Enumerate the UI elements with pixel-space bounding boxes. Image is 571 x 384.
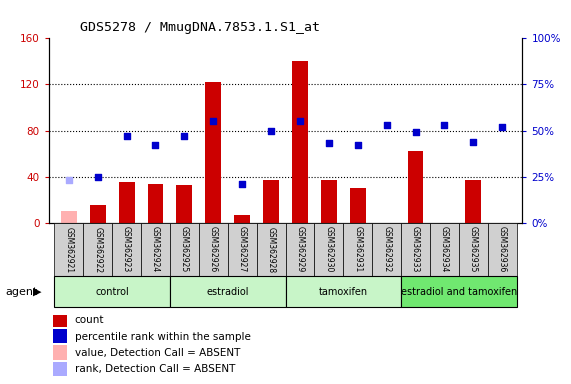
Bar (54, 276, 170, 307)
Bar (408, 151, 424, 223)
Bar (199, 223, 228, 276)
Bar (263, 180, 279, 223)
Text: tamoxifen: tamoxifen (319, 287, 368, 297)
Text: GSM362933: GSM362933 (411, 227, 420, 273)
Bar (83, 223, 112, 276)
Bar (234, 215, 250, 223)
Bar (53, 362, 67, 376)
Text: rank, Detection Call = ABSENT: rank, Detection Call = ABSENT (75, 364, 235, 374)
Point (440, 122, 449, 128)
Bar (147, 184, 163, 223)
Bar (372, 223, 401, 276)
Text: ▶: ▶ (33, 287, 42, 297)
Point (151, 142, 160, 148)
Point (122, 133, 131, 139)
Text: GSM362922: GSM362922 (93, 227, 102, 273)
Point (324, 141, 333, 147)
Text: GSM362930: GSM362930 (324, 227, 333, 273)
Text: GSM362923: GSM362923 (122, 227, 131, 273)
Bar (459, 223, 488, 276)
Bar (256, 223, 286, 276)
Point (382, 122, 391, 128)
Bar (321, 180, 337, 223)
Bar (292, 61, 308, 223)
Text: GSM362932: GSM362932 (382, 227, 391, 273)
Point (267, 127, 276, 134)
Text: GSM362928: GSM362928 (267, 227, 276, 273)
Bar (206, 82, 221, 223)
Text: agent: agent (6, 287, 38, 297)
Bar (112, 223, 141, 276)
Bar (61, 211, 77, 223)
Text: estradiol and tamoxifen: estradiol and tamoxifen (401, 287, 517, 297)
Bar (401, 223, 430, 276)
Bar (350, 188, 365, 223)
Point (208, 118, 218, 124)
Bar (401, 276, 517, 307)
Text: percentile rank within the sample: percentile rank within the sample (75, 332, 251, 342)
Bar (286, 223, 315, 276)
Bar (90, 205, 106, 223)
Point (469, 139, 478, 145)
Text: GSM362936: GSM362936 (498, 227, 506, 273)
Bar (465, 180, 481, 223)
Point (353, 142, 363, 148)
Text: GSM362929: GSM362929 (295, 227, 304, 273)
Point (93, 174, 102, 180)
Bar (53, 313, 67, 327)
Text: estradiol: estradiol (207, 287, 249, 297)
Bar (176, 185, 192, 223)
Bar (170, 223, 199, 276)
Text: GSM362927: GSM362927 (238, 227, 247, 273)
Point (238, 181, 247, 187)
Bar (286, 276, 401, 307)
Bar (53, 345, 67, 359)
Text: value, Detection Call = ABSENT: value, Detection Call = ABSENT (75, 348, 240, 358)
Point (295, 118, 304, 124)
Text: GDS5278 / MmugDNA.7853.1.S1_at: GDS5278 / MmugDNA.7853.1.S1_at (80, 21, 320, 34)
Point (64, 177, 73, 184)
Text: control: control (95, 287, 129, 297)
Text: GSM362935: GSM362935 (469, 227, 478, 273)
Bar (53, 329, 67, 343)
Bar (228, 223, 256, 276)
Text: GSM362921: GSM362921 (65, 227, 73, 273)
Bar (315, 223, 343, 276)
Text: GSM362934: GSM362934 (440, 227, 449, 273)
Bar (488, 223, 517, 276)
Text: GSM362926: GSM362926 (209, 227, 218, 273)
Point (411, 129, 420, 136)
Bar (54, 223, 83, 276)
Text: GSM362924: GSM362924 (151, 227, 160, 273)
Text: count: count (75, 315, 104, 325)
Text: GSM362925: GSM362925 (180, 227, 189, 273)
Text: GSM362931: GSM362931 (353, 227, 362, 273)
Point (180, 133, 189, 139)
Bar (343, 223, 372, 276)
Point (498, 124, 507, 130)
Bar (170, 276, 286, 307)
Bar (141, 223, 170, 276)
Bar (430, 223, 459, 276)
Bar (119, 182, 135, 223)
